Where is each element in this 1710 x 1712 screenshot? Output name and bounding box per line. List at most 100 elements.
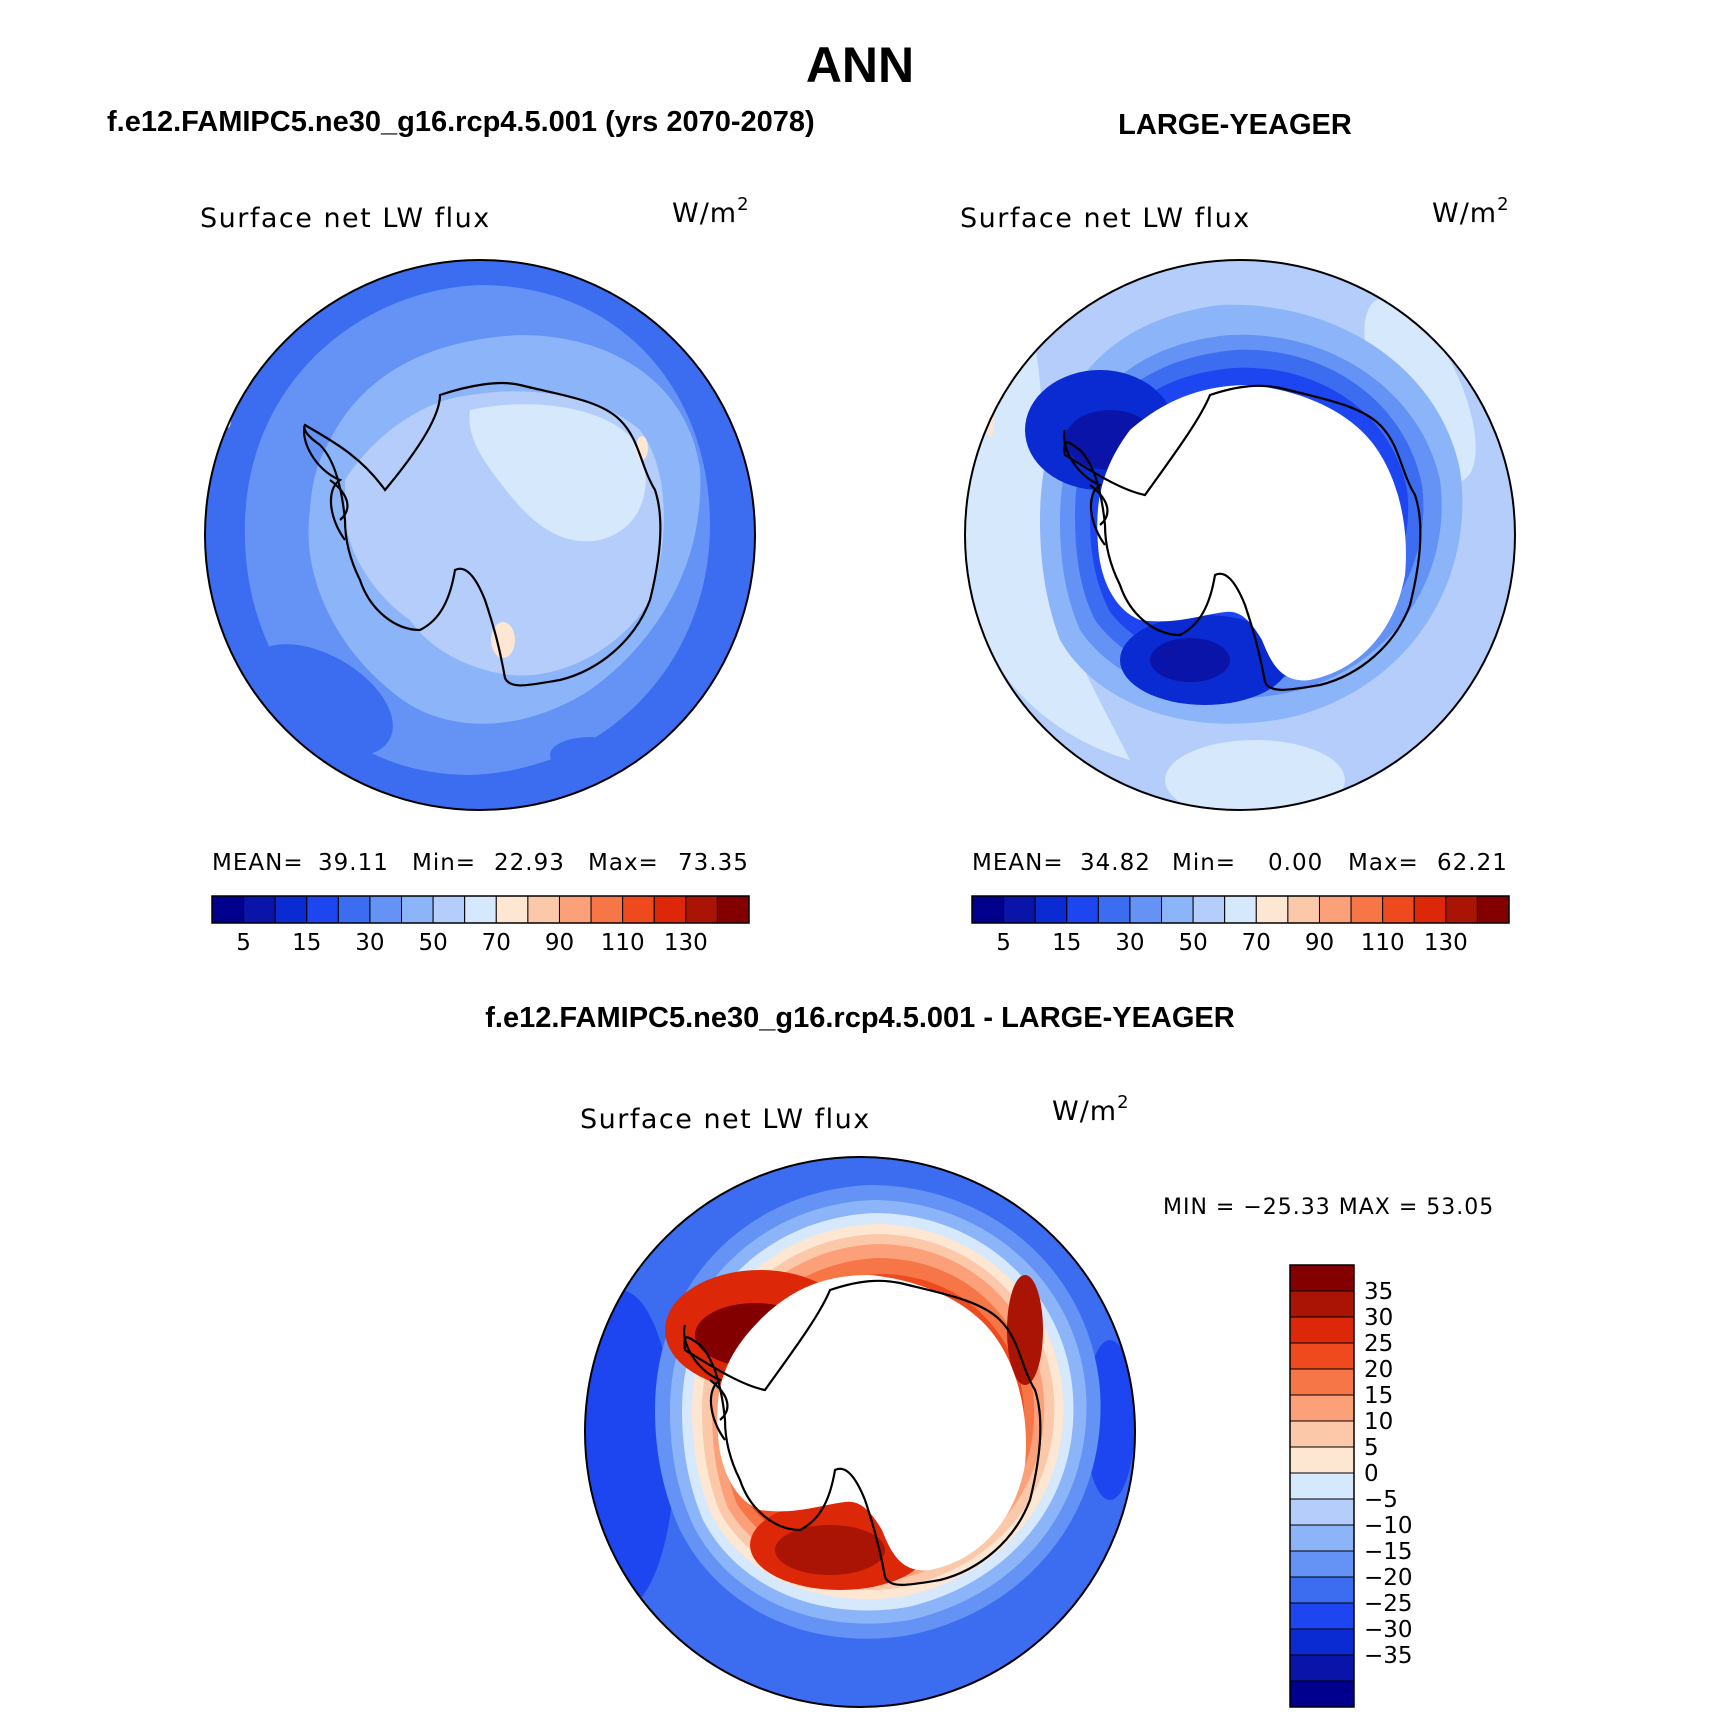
colorbar-swatch <box>1289 1654 1355 1682</box>
stats-line: MEAN= 39.11 Min= 22.93 Max= 73.35 <box>212 850 749 876</box>
continent-mask <box>1097 385 1406 681</box>
min-value: 0.00 <box>1268 850 1323 876</box>
colorbar-swatch <box>1445 895 1478 924</box>
colorbar-swatch <box>464 895 497 924</box>
colorbar-swatch <box>685 895 718 924</box>
colorbar-swatch <box>1350 895 1384 924</box>
figure-title: ANN <box>806 37 914 93</box>
colorbar-swatch <box>1287 895 1320 924</box>
max-label: Max= <box>1348 850 1419 876</box>
colorbar-tick-label: 130 <box>664 930 708 956</box>
colorbar-tick-label: −10 <box>1364 1513 1413 1539</box>
colorbar-swatch <box>1289 1394 1355 1422</box>
panel-heading: f.e12.FAMIPC5.ne30_g16.rcp4.5.001 (yrs 2… <box>107 106 815 138</box>
plateau-field <box>469 404 646 542</box>
colorbar-swatch <box>1129 895 1163 924</box>
colorbar-tick-label: 90 <box>1305 930 1334 956</box>
colorbar-swatch <box>558 895 592 924</box>
colorbar-swatch <box>1192 895 1226 924</box>
colorbar-tick-label: 15 <box>292 930 321 956</box>
map-border <box>584 1156 1136 1708</box>
colorbar-swatch <box>1289 1368 1355 1396</box>
colorbar-tick-label: 30 <box>1364 1305 1393 1331</box>
colorbar-tick-label: 10 <box>1364 1409 1393 1435</box>
colorbar-swatch <box>369 895 403 924</box>
colorbar-tick-label: 30 <box>355 930 384 956</box>
antarctica-coastline <box>303 381 662 687</box>
deep-patch-s <box>550 737 630 773</box>
colorbar-tick-label: 30 <box>1115 930 1144 956</box>
colorbar-swatch <box>622 895 655 924</box>
colorbar-swatch <box>1289 1602 1355 1630</box>
colorbar-swatch <box>1289 1550 1355 1578</box>
colorbar-swatch <box>1289 1342 1355 1370</box>
mean-value: 39.11 <box>318 850 389 876</box>
colorbar-tick-label: 130 <box>1424 930 1468 956</box>
warm-spot-1 <box>491 622 515 658</box>
colorbar-tick-label: 90 <box>545 930 574 956</box>
colorbar-horizontal: 5 15 30 50 70 90 110 130 <box>971 895 1510 956</box>
colorbar-swatch <box>590 895 624 924</box>
colorbar-tick-label: 5 <box>236 930 251 956</box>
colorbar-tick-label: 70 <box>482 930 511 956</box>
units-label: W/m2 <box>1052 1092 1130 1127</box>
colorbar-swatch <box>1034 895 1068 924</box>
colorbar-tick-label: 0 <box>1364 1461 1379 1487</box>
colorbar-swatch <box>1289 1316 1355 1344</box>
colorbar-tick-label: 70 <box>1242 930 1271 956</box>
colorbar-tick-label: −35 <box>1364 1643 1413 1669</box>
colorbar-swatch <box>716 895 750 924</box>
colorbar-swatch <box>1003 895 1036 924</box>
colorbar-swatch <box>1224 895 1257 924</box>
colorbar-swatch <box>1289 1628 1355 1656</box>
max-value: 73.35 <box>678 850 749 876</box>
colorbar-tick-label: 110 <box>1361 930 1405 956</box>
colorbar-swatch <box>1066 895 1099 924</box>
colorbar-tick-label: 50 <box>1178 930 1207 956</box>
colorbar-tick-label: −5 <box>1364 1487 1398 1513</box>
colorbar-swatch <box>1382 895 1415 924</box>
ross-deep-2 <box>1150 638 1230 682</box>
colorbar-frame <box>971 895 1510 924</box>
polar-map <box>965 260 1515 810</box>
colorbar-swatch <box>1255 895 1289 924</box>
colorbar-tick-label: 20 <box>1364 1357 1393 1383</box>
antarctica-coastline <box>683 1279 1042 1586</box>
colorbar-swatch <box>1161 895 1194 924</box>
colorbar-swatch <box>1289 1420 1355 1448</box>
variable-label: Surface net LW flux <box>200 203 491 234</box>
map-border <box>204 259 756 811</box>
max-label: Max= <box>588 850 659 876</box>
colorbar-horizontal: 5 15 30 50 70 90 110 130 <box>211 895 750 956</box>
colorbar-swatch <box>211 895 245 924</box>
variable-label: Surface net LW flux <box>960 203 1251 234</box>
colorbar-tick-label: 35 <box>1364 1279 1393 1305</box>
max-value: 62.21 <box>1437 850 1508 876</box>
map-border <box>964 259 1516 811</box>
min-value: 22.93 <box>494 850 565 876</box>
peninsula-coastline <box>302 424 349 541</box>
min-label: Min= <box>412 850 476 876</box>
colorbar-swatch <box>1097 895 1131 924</box>
colorbar-swatch <box>243 895 276 924</box>
east-coast-warm <box>1007 1275 1043 1385</box>
colorbar-tick-label: 110 <box>601 930 645 956</box>
colorbar-frame <box>211 895 750 924</box>
colorbar-swatch <box>527 895 560 924</box>
colorbar-swatch <box>401 895 434 924</box>
colorbar-swatch <box>306 895 339 924</box>
panel-heading: f.e12.FAMIPC5.ne30_g16.rcp4.5.001 - LARG… <box>485 1002 1234 1034</box>
colorbar-swatch <box>1289 1446 1355 1474</box>
peninsula-coastline <box>1062 429 1109 546</box>
southern-light-patch <box>1165 740 1345 810</box>
colorbar-tick-label: 25 <box>1364 1331 1393 1357</box>
antarctica-coastline <box>1063 384 1422 691</box>
minmax-label: MIN = −25.33 MAX = 53.05 <box>1163 1195 1494 1220</box>
colorbar-tick-label: −20 <box>1364 1565 1413 1591</box>
colorbar-swatch <box>432 895 466 924</box>
peninsula-coastline <box>682 1324 729 1441</box>
panel-observations: LARGE-YEAGER Surface net LW flux W/m2 ME <box>960 109 1516 956</box>
mean-value: 34.82 <box>1080 850 1151 876</box>
variable-label: Surface net LW flux <box>580 1104 871 1135</box>
